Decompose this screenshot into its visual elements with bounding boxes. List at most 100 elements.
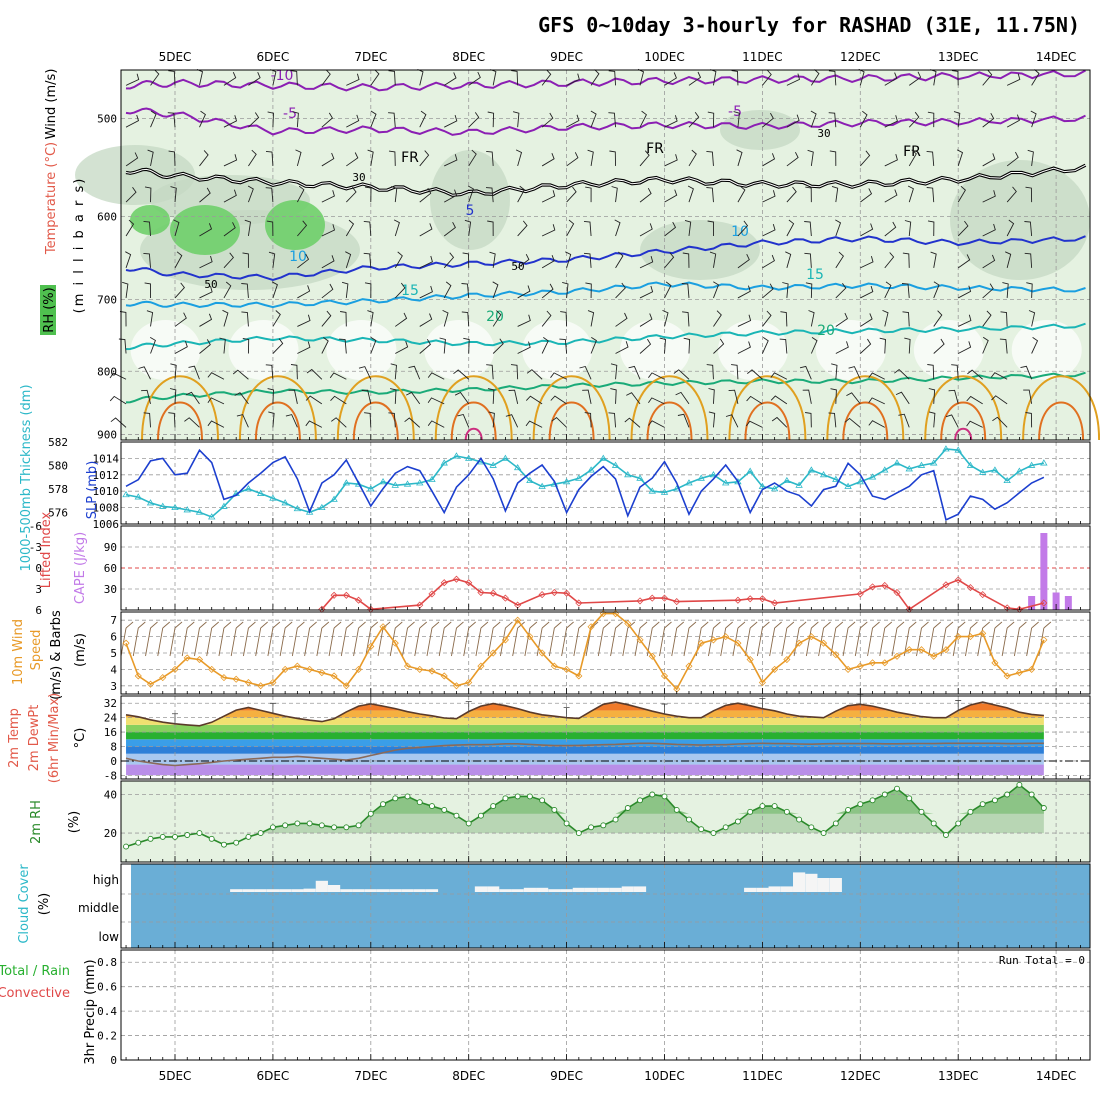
upper-wind-barb [515,149,523,167]
surface-wind-barb [1013,621,1027,657]
upper-wind-barb [1026,282,1033,298]
upper-wind-barb [393,219,400,237]
upper-wind-barb [804,252,812,268]
rh-contour-label: 30 [817,127,830,140]
rh-dry-region [130,320,201,380]
upper-wind-barb [1006,151,1019,167]
upper-wind-barb [388,70,396,86]
thickness-point [195,508,204,515]
rh2m-point [943,832,949,838]
isotherm-label: 20 [817,323,835,339]
surface-wind-barb [181,621,195,657]
thickness-point [697,474,705,481]
thickness-point [770,485,779,492]
rh2m-point [502,795,509,802]
upper-wind-barb [272,310,281,327]
upper-wind-barb [639,338,652,354]
surface-wind-barb [242,621,256,657]
upper-wind-barb [285,414,298,428]
surface-wind-barb [561,621,574,657]
upper-wind-barb [904,220,912,237]
temp-bands [126,702,1044,776]
run-total-label: Run Total = 0 [999,954,1085,967]
temp-tick: 16 [104,726,117,739]
thickness-point [648,487,656,494]
upper-wind-barb [682,252,690,268]
panel-frames [120,69,1091,1061]
surface-warm-contour [157,401,203,441]
rh2m-point [526,793,533,800]
wind-speed-point [783,655,791,664]
upper-wind-barb [404,417,421,428]
upper-wind-barb [295,149,302,167]
li-point [428,590,436,598]
surface-wind-barb [377,621,391,657]
surface-warm-contour [336,375,415,441]
upper-wind-barb [427,420,445,428]
wind-speed-point [844,665,852,673]
wind-speed-point [538,649,546,657]
temp-band [126,753,1044,765]
upper-wind-barb [550,372,567,380]
upper-wind-barb [566,152,579,167]
upper-wind-barb [884,252,895,269]
thickness-point [856,478,865,485]
upper-wind-barb [443,221,456,237]
day-label-top: 13DEC [938,50,978,64]
upper-wind-barb [1024,221,1033,237]
upper-wind-barb [419,187,432,203]
upper-wind-barb [648,397,665,405]
rh-ylabel-units: (%) [67,811,82,834]
li-point [636,597,644,605]
upper-wind-barb [610,388,617,404]
wind-speed-point [318,669,326,677]
upper-wind-barb [517,220,528,237]
upper-wind-barb [639,255,654,269]
upper-wind-barb [492,338,504,354]
upper-wind-barb [675,391,690,405]
wind-speed-point [514,616,522,624]
surface-wind-barb [964,621,978,657]
wind-speed-point [771,665,779,673]
upper-ylabel-temp: Temperature (°C) [44,142,59,255]
temp-band [126,764,1044,776]
precip-tick: 0.4 [97,1005,117,1018]
upper-wind-barb [933,338,945,354]
upper-wind-barb [290,70,298,86]
upper-wind-barb [610,363,618,380]
thickness-point [244,485,253,492]
upper-ylabel-rh: RH (%) [42,287,57,332]
thickness-point [342,479,351,486]
thickness-point [122,490,130,498]
rh2m-point [783,808,790,815]
upper-wind-barb [223,154,238,167]
surface-wind-barb [695,621,709,657]
upper-wind-barb [406,391,421,405]
wind-speed-point [979,629,987,637]
slp-tick: 1012 [93,469,120,482]
upper-wind-barb [390,363,397,380]
surface-warm-contour [450,401,497,441]
thickness-point [538,482,546,489]
rh2m-point [429,803,435,810]
day-label-bottom: 10DEC [644,1069,684,1083]
upper-wind-barb [125,73,140,86]
cloud-high-bar [266,889,279,892]
cloud-high-bar [401,889,414,892]
rh2m-point [306,820,313,827]
isotherm-label: -5 [283,106,297,122]
upper-wind-barb [223,189,237,203]
upper-wind-barb [562,281,569,298]
upper-wind-barb [587,310,595,327]
wind-speed-point [820,639,828,647]
precip-tick: 0 [110,1054,117,1067]
upper-wind-barb [957,341,972,354]
rh2m-point [257,830,264,837]
rh-dry-region [1011,320,1082,380]
upper-wind-barb [468,112,480,128]
upper-wind-barb [340,311,347,327]
surface-wind-barb [463,621,476,657]
surface-wind-barb [818,621,831,657]
thickness-point [709,471,718,478]
upper-wind-barb [583,252,592,268]
